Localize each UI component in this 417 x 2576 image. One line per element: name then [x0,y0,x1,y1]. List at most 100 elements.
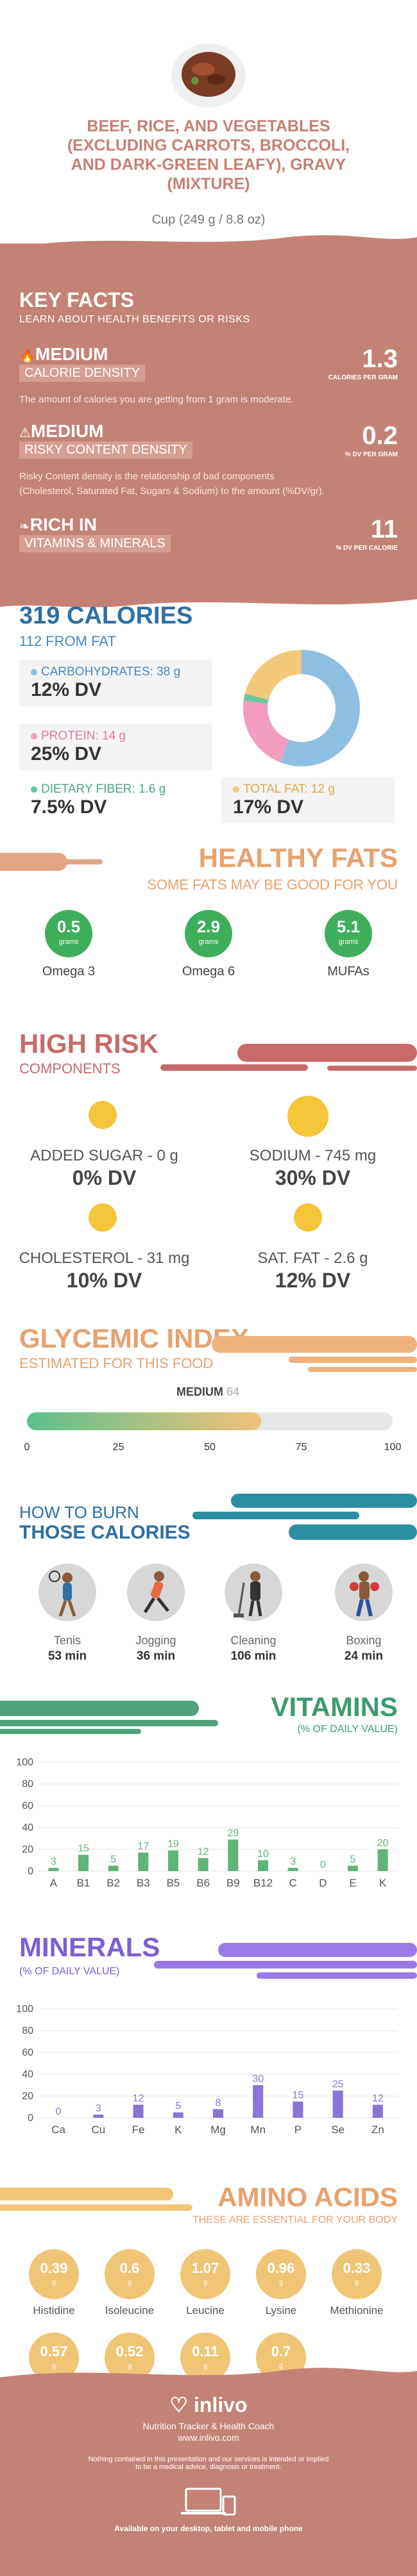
bar-B1 [78,1854,89,1871]
glycemic-ticks: 0 25 50 75 100 [24,1442,402,1455]
y-tick-label: 100 [16,2004,33,2015]
sat-fat-label: SAT. FAT - 2.6 g [257,1250,368,1267]
calories-subtitle: 112 FROM FAT [19,633,116,649]
bar-value-label: 5 [175,2101,181,2112]
boxer-icon [335,1564,393,1621]
bar-value-label: 12 [198,1847,209,1858]
bar-value-label: 3 [51,1856,56,1867]
bar-C [287,1867,298,1871]
key-facts-wave-bottom [0,593,417,607]
risky-unit: % DV PER GRAM [345,451,398,458]
glycemic-fill [27,1412,261,1430]
amino-name: Histidine [33,2304,75,2316]
bar-P [293,2101,303,2118]
tennis-player-icon [38,1564,96,1621]
carbs-box: CARBOHYDRATES: 38 g 12% DV [19,660,212,706]
glycemic-tick: 25 [112,1442,124,1453]
amino-name: Lysine [265,2304,297,2316]
y-tick-label: 0 [28,2113,33,2124]
bar-B2 [108,1865,119,1871]
calorie-density-badge: 🔥MEDIUM CALORIE DENSITY [19,344,146,382]
vitamins-bar-chart: 0 20 40 60 80 100 3 A 15 B1 5 B2 17 B3 19 B5 12 B6 29 B9 10 B… [16,1757,398,1889]
x-category-label: B6 [196,1877,210,1889]
y-tick-label: 20 [22,1844,33,1855]
x-category-label: Ca [51,2124,65,2136]
added-sugar-label: ADDED SUGAR - 0 g [30,1147,178,1164]
bar-Se [332,2090,343,2118]
calories-title: 319 CALORIES [19,602,193,629]
footer-brand: ♡ inlivo [169,2393,248,2416]
bar-B12 [258,1860,268,1871]
bar-K [173,2112,183,2118]
footer-url[interactable]: www.inlivo.com [178,2432,239,2443]
risky-value: 0.2 [362,422,398,450]
bar-value-label: 0 [56,2106,62,2117]
x-category-label: Zn [371,2124,384,2136]
footer-available: Available on your desktop, tablet and mo… [114,2524,303,2533]
flame-icon: 🔥 [19,349,35,363]
bar-E [348,1865,358,1871]
heart-logo-icon: ♡ [169,2393,189,2416]
risky-desc: Risky Content density is the relationshi… [19,471,325,497]
bar-value-label: 30 [252,2074,264,2085]
jogger-icon [127,1564,185,1621]
bar-value-label: 12 [133,2093,144,2104]
high-risk-decor [160,1044,417,1071]
bar-Fe [133,2104,144,2118]
fat-box: TOTAL FAT: 12 g 17% DV [221,777,395,823]
omega6-circle: 2.9 grams [185,910,232,957]
amino-circle: 0.39 g [29,2249,79,2299]
amino-name: Methionine [330,2304,384,2316]
bar-value-label: 3 [290,1856,296,1867]
bar-value-label: 20 [377,1838,389,1849]
fiber-box: DIETARY FIBER: 1.6 g 7.5% DV [19,777,212,823]
glycemic-subtitle: ESTIMATED FOR THIS FOOD [19,1355,214,1371]
cleaner-icon [225,1564,282,1621]
omega3-name: Omega 3 [42,964,96,978]
amino-circle: 0.11 g [180,2332,230,2382]
x-category-label: A [50,1877,58,1889]
food-title: BEEF, RICE, AND VEGETABLES (EXCLUDING CA… [67,117,350,193]
bar-value-label: 5 [110,1854,116,1865]
omega6-name: Omega 6 [182,964,235,978]
calories-donut-chart [243,650,360,766]
burn-decor [192,1494,417,1540]
rich-value: 11 [370,515,398,543]
bar-value-label: 0 [320,1860,326,1870]
vitamins-subtitle: (% OF DAILY VALUE) [297,1724,398,1735]
x-category-label: B9 [226,1877,240,1889]
minerals-subtitle: (% OF DAILY VALUE) [19,1966,120,1977]
glycemic-title: GLYCEMIC INDEX [19,1323,249,1353]
x-category-label: K [379,1877,387,1889]
y-tick-label: 60 [22,1801,33,1812]
bar-B5 [168,1850,178,1871]
minerals-bar-chart: 0 20 40 60 80 100 0 Ca 3 Cu 12 Fe 5 K 8 Mg 30 Mn 15 P 25 Se 12… [16,2004,398,2136]
leaf-icon: ❧ [19,520,30,534]
y-tick-label: 0 [28,1866,33,1877]
serving-size: Cup (249 g / 8.8 oz) [151,213,266,227]
burn-name-boxing: Boxing [346,1634,382,1647]
bar-Zn [372,2104,383,2118]
burn-time-jogging: 36 min [136,1649,176,1663]
rich-unit: % DV PER CALORIE [336,545,398,552]
food-image [168,38,249,109]
x-category-label: K [174,2124,182,2136]
glycemic-tick: 75 [295,1442,307,1453]
burn-time-boxing: 24 min [344,1649,384,1663]
donut-slice-fiber [243,693,269,704]
vitamins-decor [0,1701,218,1734]
donut-slice-fat [244,650,302,700]
burn-name-jogging: Jogging [135,1634,176,1647]
mufas-name: MUFAs [327,964,370,978]
bar-Mn [253,2085,264,2118]
x-category-label: D [319,1877,327,1889]
sodium-label: SODIUM - 745 mg [249,1147,377,1164]
risky-badge: ⚠MEDIUM RISKY CONTENT DENSITY [19,421,192,459]
key-facts-section: KEY FACTS LEARN ABOUT HEALTH BENEFITS OR… [0,244,417,599]
burn-time-tennis: 53 min [47,1649,87,1663]
glycemic-value: 64 [226,1385,240,1398]
bar-value-label: 8 [216,2097,221,2108]
x-category-label: B2 [106,1877,120,1889]
glycemic-tick: 50 [204,1442,216,1453]
donut-slice-carbs [280,650,360,766]
